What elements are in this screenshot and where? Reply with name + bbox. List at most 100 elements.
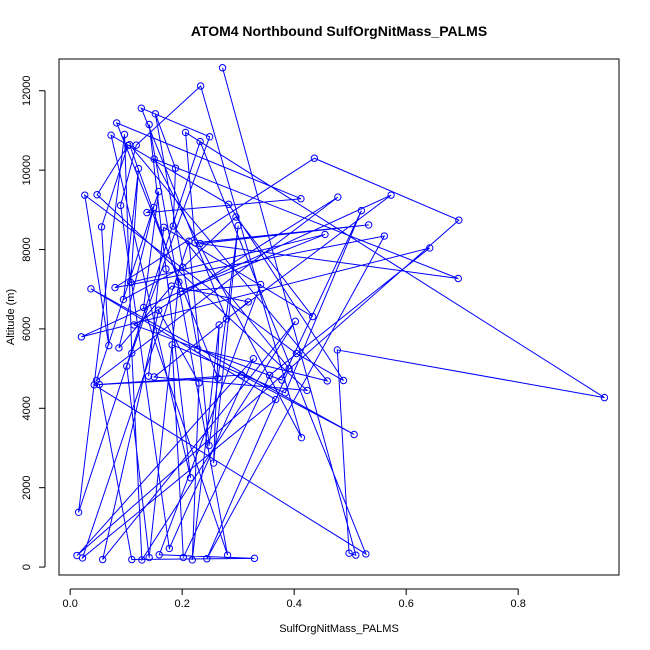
data-point [191,239,199,247]
data-point [107,131,115,139]
data-point [234,222,242,230]
plot-frame [58,58,620,576]
y-tick-label: 2000 [21,475,33,499]
data-point [194,345,202,353]
x-axis-title: SulfOrgNitMass_PALMS [279,623,399,635]
data-point [130,321,138,329]
data-point [116,201,125,210]
data-point [186,474,195,482]
data-point [169,222,177,230]
data-point [345,549,353,557]
data-point [224,200,233,208]
data-point [285,364,293,373]
data-point [124,141,132,150]
data-point [115,344,123,352]
data-point [323,377,331,385]
data-point [292,349,301,358]
data-point [352,551,360,559]
data-point [387,191,395,199]
data-point [171,164,180,172]
data-point [165,544,174,553]
data-point [209,459,218,467]
data-point [90,381,98,389]
data-point [600,393,609,402]
data-point [139,303,148,312]
data-point [281,389,289,397]
data-point [155,551,163,559]
data-point [256,280,265,289]
data-point [111,283,119,292]
data-point [222,315,231,323]
data-point [205,133,214,141]
data-point [333,346,342,354]
data-point [74,508,83,516]
data-point [150,155,158,163]
data-point [350,430,358,439]
y-tick-label: 8000 [21,237,33,261]
x-axis: 0.0 0.2 0.4 0.6 0.8 [63,588,526,610]
data-point [93,191,101,199]
data-point [272,395,280,404]
data-point [143,208,151,217]
data-point [175,278,183,286]
data-point [196,239,204,248]
data-point [132,141,140,149]
data-point [119,295,128,304]
data-point [167,282,176,290]
y-tick-label: 4000 [21,396,33,420]
data-point [321,230,329,239]
data-point [160,223,168,232]
data-point [138,556,146,564]
data-point [237,371,246,379]
y-axis: 0 2000 4000 6000 8000 10000 12000 [21,75,46,570]
data-point [95,380,104,389]
data-point [128,349,136,357]
data-point [144,372,153,380]
data-point [154,306,163,314]
y-tick-label: 12000 [21,75,33,106]
y-tick-label: 6000 [21,317,33,341]
data-point [265,371,274,380]
data-point [188,556,196,564]
data-point [205,441,213,450]
data-point [310,154,319,162]
data-point [334,193,342,201]
data-point [137,104,146,112]
data-point [218,64,227,72]
data-point [250,554,259,563]
data-point [123,362,131,370]
data-point [232,213,240,221]
data-point [244,298,252,306]
data-point [297,433,306,442]
data-point [195,379,203,387]
x-tick-label: 0.8 [511,598,526,610]
x-tick-label: 0.4 [287,598,302,610]
data-point [81,191,89,199]
data-point [105,341,113,350]
y-tick-label: 10000 [21,155,33,186]
data-point [179,553,188,562]
data-point [168,341,176,349]
data-point [455,216,463,224]
data-point [364,221,373,229]
data-point [151,110,160,118]
data-point [196,137,204,146]
data-point [249,354,258,363]
data-point [181,128,190,137]
data-point [87,285,95,293]
data-point [380,232,389,240]
x-tick-label: 0.2 [175,598,190,610]
data-point [303,386,311,395]
data-point [176,287,185,296]
y-axis-title: Altitude (m) [5,289,17,345]
x-tick-label: 0.6 [399,598,414,610]
data-point [203,555,211,563]
data-point [154,187,163,196]
data-point [150,373,158,381]
series-line [76,67,605,562]
data-point [339,376,348,385]
data-point [196,82,205,90]
data-point [179,263,187,272]
data-point [162,265,170,273]
data-point [308,312,317,321]
